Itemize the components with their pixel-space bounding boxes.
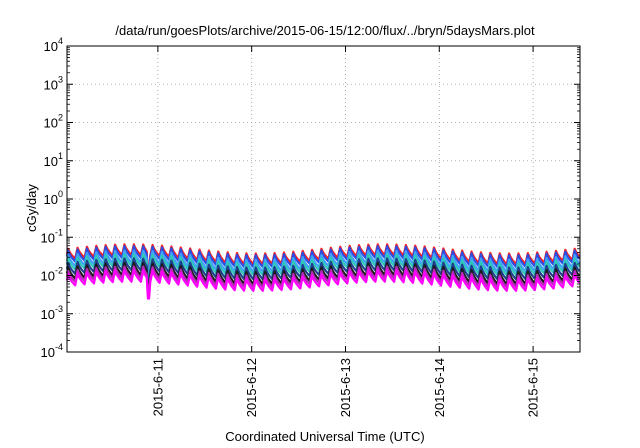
y-tick-label: 10-3 — [41, 304, 63, 322]
series-line-7 — [65, 265, 581, 296]
y-tick-label: 10-1 — [41, 227, 63, 245]
y-axis-label: cGy/day — [24, 184, 39, 232]
x-tick-label: 2015-6-13 — [338, 358, 353, 417]
x-axis-label: Coordinated Universal Time (UTC) — [225, 429, 424, 444]
x-tick-label: 2015-6-12 — [244, 358, 259, 417]
y-tick-label: 104 — [44, 36, 63, 54]
series-line-6 — [65, 261, 581, 292]
plot-frame — [66, 45, 581, 353]
x-tick-label: 2015-6-11 — [150, 358, 165, 416]
y-tick-label: 10-2 — [41, 266, 63, 284]
series-line-4 — [65, 252, 581, 284]
x-axis: 2015-6-11 2015-6-12 2015-6-13 2015-6-14 2015… — [150, 46, 541, 417]
grid-lines — [67, 46, 580, 352]
y-tick-label: 10-4 — [41, 342, 63, 360]
series-line-8 — [65, 268, 581, 300]
y-tick-label: 101 — [44, 151, 63, 169]
chart-title: /data/run/goesPlots/archive/2015-06-15/1… — [115, 23, 535, 38]
series-layer — [65, 243, 581, 300]
y-tick-label: 102 — [44, 113, 63, 131]
x-tick-label: 2015-6-15 — [526, 358, 541, 417]
y-tick-label: 100 — [44, 189, 63, 207]
series-line-2 — [65, 244, 581, 277]
x-tick-label: 2015-6-14 — [432, 358, 447, 417]
series-line-5 — [65, 257, 581, 289]
series-line-3 — [65, 249, 581, 281]
y-tick-label: 103 — [44, 74, 63, 92]
